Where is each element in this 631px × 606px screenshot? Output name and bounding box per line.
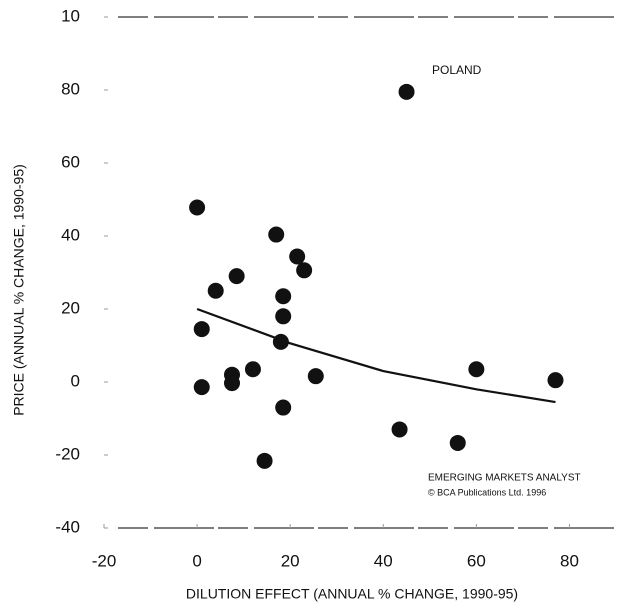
y-tick-label: -40 xyxy=(55,517,80,536)
point xyxy=(275,288,292,305)
point xyxy=(391,421,408,438)
point xyxy=(207,282,224,299)
point xyxy=(307,368,324,385)
point xyxy=(228,268,245,285)
point xyxy=(272,333,289,350)
point xyxy=(193,379,210,396)
y-tick-label: 80 xyxy=(61,79,80,98)
point xyxy=(244,361,261,378)
x-tick-label: -20 xyxy=(92,551,117,570)
point xyxy=(449,434,466,451)
point xyxy=(296,262,313,279)
x-tick-label: 60 xyxy=(467,551,486,570)
point xyxy=(289,248,306,265)
point xyxy=(275,399,292,416)
x-tick-label: 80 xyxy=(560,551,579,570)
point xyxy=(468,361,485,378)
point xyxy=(193,321,210,338)
annotation: POLAND xyxy=(432,63,482,77)
y-tick-label: 40 xyxy=(61,225,80,244)
point xyxy=(189,199,206,216)
y-tick-label: 20 xyxy=(61,298,80,317)
point xyxy=(224,375,240,392)
annotation: © BCA Publications Ltd. 1996 xyxy=(428,487,546,497)
point xyxy=(268,226,285,243)
x-tick-label: 40 xyxy=(374,551,393,570)
y-tick-label: 60 xyxy=(61,152,80,171)
trend-line xyxy=(196,307,556,404)
y-tick-label: -20 xyxy=(55,444,80,463)
y-axis-label: PRICE (ANNUAL % CHANGE, 1990-95) xyxy=(11,164,27,416)
point xyxy=(275,308,292,325)
y-tick-label: 10 xyxy=(61,6,80,25)
point xyxy=(256,452,273,469)
point xyxy=(398,83,415,100)
y-tick-label: 0 xyxy=(71,371,80,390)
annotation: EMERGING MARKETS ANALYST xyxy=(428,473,581,484)
x-tick-label: 0 xyxy=(192,551,201,570)
point xyxy=(547,372,564,389)
x-axis-label: DILUTION EFFECT (ANNUAL % CHANGE, 1990-9… xyxy=(186,586,518,602)
x-tick-label: 20 xyxy=(281,551,300,570)
